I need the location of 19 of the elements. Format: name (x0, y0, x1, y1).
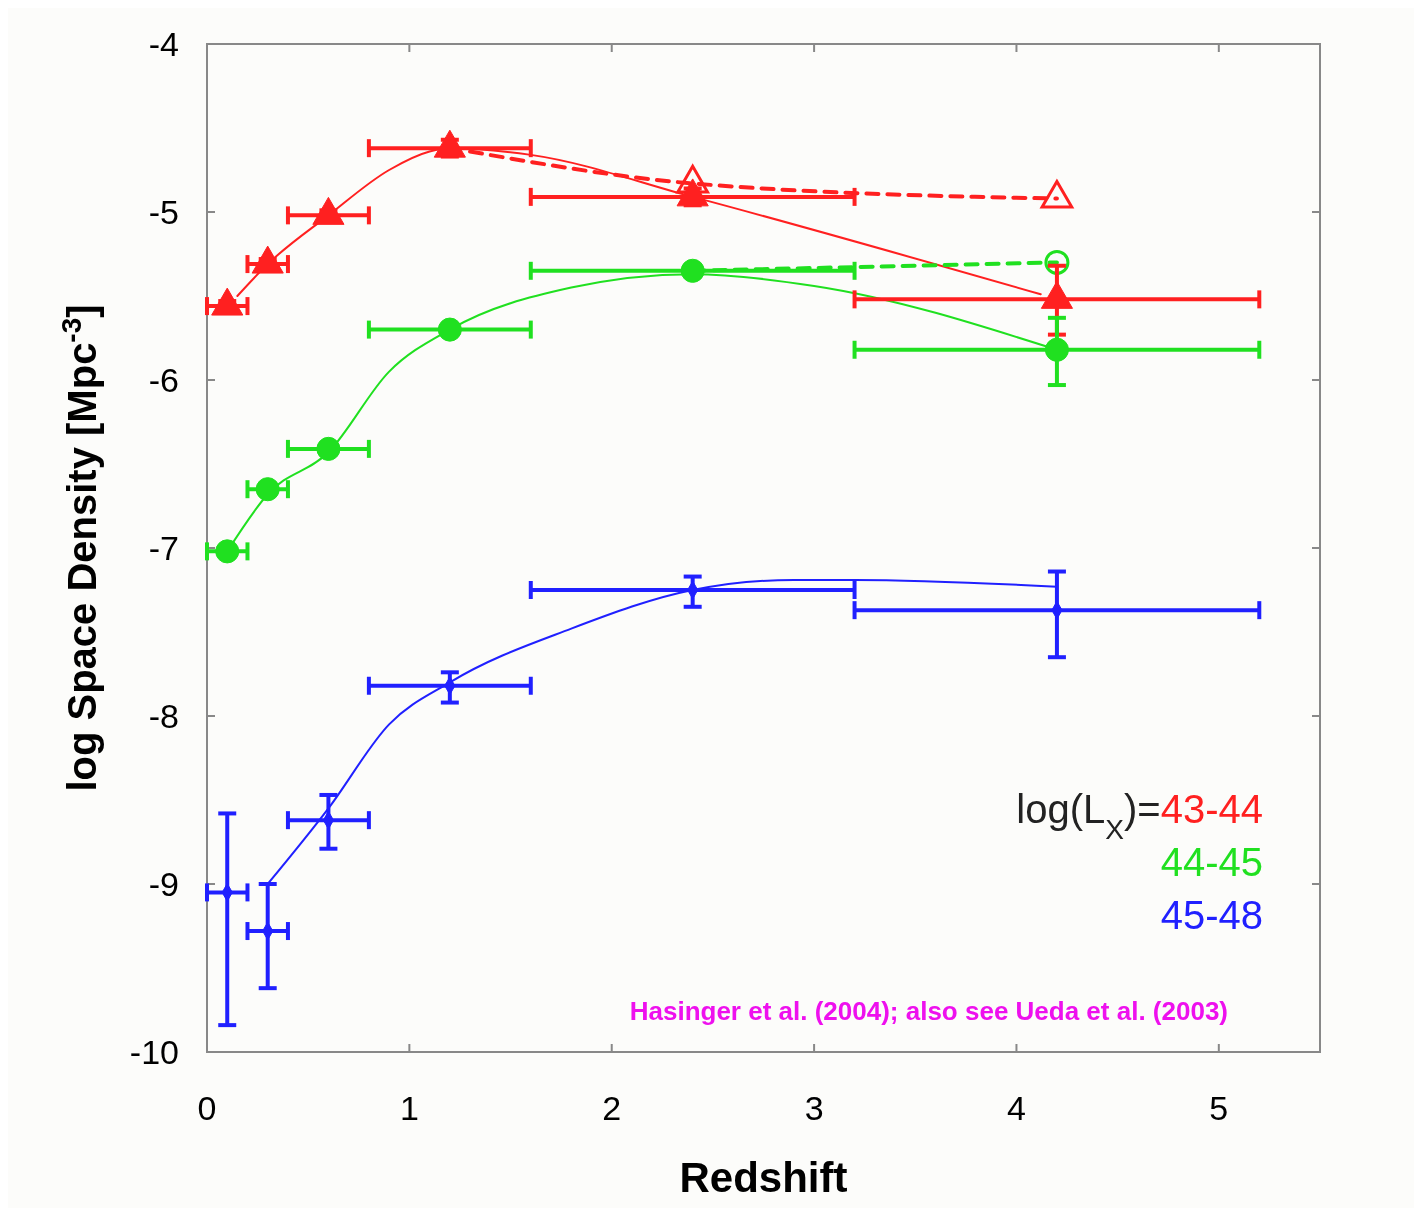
text: 43-44 (1160, 787, 1263, 831)
x-tick-label: 3 (804, 1089, 824, 1127)
x-tick-label: 4 (1006, 1089, 1026, 1127)
text: 45-48 (1160, 893, 1263, 937)
y-tick-label: -8 (148, 697, 179, 735)
y-tick-label: -9 (148, 865, 179, 903)
x-tick-label: 2 (602, 1089, 622, 1127)
y-tick-label: -5 (148, 193, 179, 231)
y-tick-label: -7 (148, 529, 179, 567)
y-tick-label: -4 (148, 25, 179, 63)
x-tick-label: 5 (1209, 1089, 1229, 1127)
legend-title: log(L$_{X}$)= (1016, 787, 1161, 845)
x-tick-label: 1 (399, 1089, 419, 1127)
y-tick-label: -6 (148, 361, 179, 399)
annotation: Hasinger et al. (2004); also see Ueda et al. (2003) (629, 996, 1228, 1026)
x-axis-title: Redshift (679, 1154, 848, 1201)
text: 44-45 (1160, 840, 1263, 884)
x-tick-label: 0 (197, 1089, 217, 1127)
y-tick-label: -10 (129, 1033, 179, 1071)
